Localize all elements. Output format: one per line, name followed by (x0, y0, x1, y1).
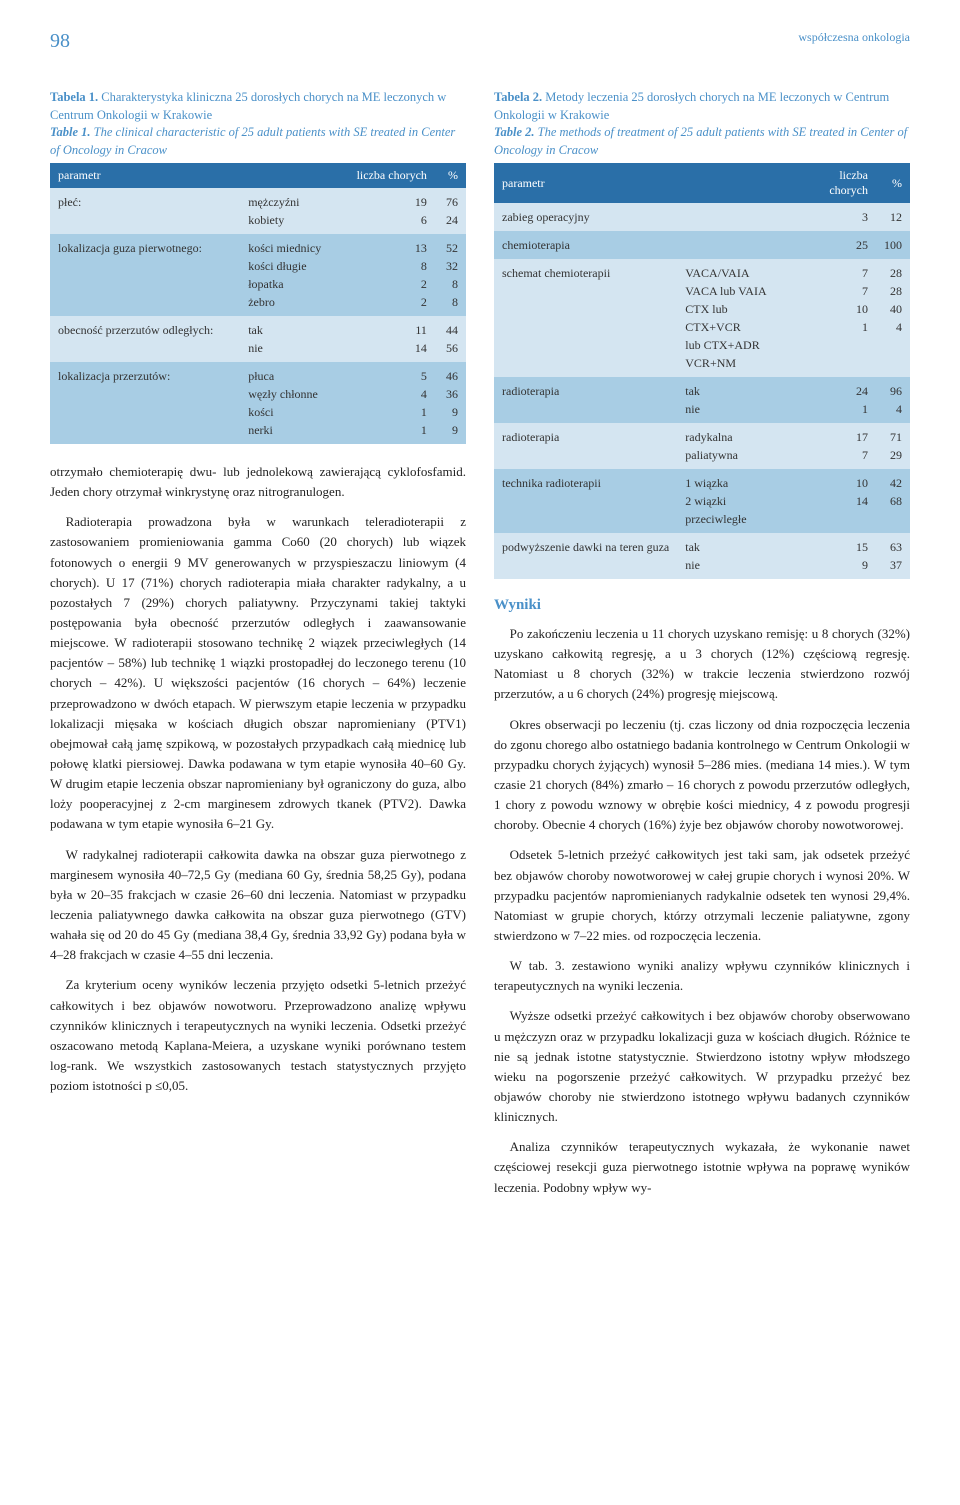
row-sub (677, 203, 793, 231)
table1: parametr liczba chorych % płeć:mężczyźni… (50, 163, 466, 444)
left-p4: Za kryterium oceny wyników leczenia przy… (50, 975, 466, 1096)
row-n: 1114 (339, 316, 435, 362)
row-pct: 4268 (876, 469, 910, 533)
row-n: 1014 (794, 469, 876, 533)
table2-body: zabieg operacyjny312chemioterapia25100sc… (494, 203, 910, 579)
table1-head-pct: % (435, 163, 466, 188)
row-sub: radykalnapaliatywna (677, 423, 793, 469)
table2-head-pct: % (876, 163, 910, 203)
table2-caption-pl: Metody leczenia 25 dorosłych chorych na … (494, 90, 889, 122)
right-p2: Okres obserwacji po leczeniu (tj. czas l… (494, 715, 910, 836)
table-row: radioterapiaradykalnapaliatywna1777129 (494, 423, 910, 469)
row-sub: taknie (240, 316, 339, 362)
table1-caption-pl-bold: Tabela 1. (50, 90, 98, 104)
right-body-text: Po zakończeniu leczenia u 11 chorych uzy… (494, 624, 910, 1198)
row-sub (677, 231, 793, 259)
row-label: obecność przerzutów odległych: (50, 316, 240, 362)
row-pct: 4456 (435, 316, 466, 362)
row-sub: kości miednicykości długiełopatkażebro (240, 234, 339, 316)
row-label: chemioterapia (494, 231, 677, 259)
row-pct: 463699 (435, 362, 466, 444)
right-p6: Analiza czynników terapeutycznych wykaza… (494, 1137, 910, 1197)
table1-caption-en: The clinical characteristic of 25 adult … (50, 125, 455, 157)
table1-head-param: parametr (50, 163, 240, 188)
table2-caption-en-bold: Table 2. (494, 125, 535, 139)
table-row: obecność przerzutów odległych:taknie1114… (50, 316, 466, 362)
row-label: technika radioterapii (494, 469, 677, 533)
row-label: płeć: (50, 188, 240, 234)
table2-head-param: parametr (494, 163, 677, 203)
row-pct: 7624 (435, 188, 466, 234)
table2-caption: Tabela 2. Metody leczenia 25 dorosłych c… (494, 89, 910, 159)
row-pct: 523288 (435, 234, 466, 316)
left-p1: otrzymało chemioterapię dwu- lub jednole… (50, 462, 466, 502)
table2-head-sub (677, 163, 793, 203)
row-sub: taknie (677, 533, 793, 579)
right-p1: Po zakończeniu leczenia u 11 chorych uzy… (494, 624, 910, 705)
table-row: podwyższenie dawki na teren guzataknie15… (494, 533, 910, 579)
row-sub: płucawęzły chłonnekościnerki (240, 362, 339, 444)
table1-caption-pl: Charakterystyka kliniczna 25 dorosłych c… (50, 90, 446, 122)
right-p4: W tab. 3. zestawiono wyniki analizy wpły… (494, 956, 910, 996)
row-sub: mężczyźnikobiety (240, 188, 339, 234)
table-row: lokalizacja guza pierwotnego:kości miedn… (50, 234, 466, 316)
table2-caption-en: The methods of treatment of 25 adult pat… (494, 125, 907, 157)
page-header: 98 współczesna onkologia (50, 30, 910, 53)
table1-head-sub (240, 163, 339, 188)
left-p3: W radykalnej radioterapii całkowita dawk… (50, 845, 466, 966)
row-pct: 7129 (876, 423, 910, 469)
row-label: podwyższenie dawki na teren guza (494, 533, 677, 579)
row-pct: 2828404 (876, 259, 910, 377)
table2: parametr liczba chorych % zabieg operacy… (494, 163, 910, 579)
table1-caption-en-bold: Table 1. (50, 125, 91, 139)
table1-caption: Tabela 1. Charakterystyka kliniczna 25 d… (50, 89, 466, 159)
row-label: schemat chemioterapii (494, 259, 677, 377)
row-label: radioterapia (494, 377, 677, 423)
table-row: lokalizacja przerzutów:płucawęzły chłonn… (50, 362, 466, 444)
row-n: 77101 (794, 259, 876, 377)
row-pct: 12 (876, 203, 910, 231)
row-n: 5411 (339, 362, 435, 444)
row-pct: 6337 (876, 533, 910, 579)
table1-body: płeć:mężczyźnikobiety1967624lokalizacja … (50, 188, 466, 444)
table-row: chemioterapia 25100 (494, 231, 910, 259)
section-results: Wyniki (494, 597, 910, 614)
row-n: 13822 (339, 234, 435, 316)
table1-head-count: liczba chorych (339, 163, 435, 188)
right-p3: Odsetek 5-letnich przeżyć całkowitych je… (494, 845, 910, 946)
table-row: zabieg operacyjny 312 (494, 203, 910, 231)
table-row: radioterapiataknie241964 (494, 377, 910, 423)
table2-caption-pl-bold: Tabela 2. (494, 90, 542, 104)
row-pct: 100 (876, 231, 910, 259)
row-label: lokalizacja przerzutów: (50, 362, 240, 444)
left-p2: Radioterapia prowadzona była w warunkach… (50, 512, 466, 834)
table2-head-count: liczba chorych (794, 163, 876, 203)
row-sub: taknie (677, 377, 793, 423)
row-n: 196 (339, 188, 435, 234)
left-body-text: otrzymało chemioterapię dwu- lub jednole… (50, 462, 466, 1096)
left-column: Tabela 1. Charakterystyka kliniczna 25 d… (50, 89, 466, 1208)
row-sub: VACA/VAIAVACA lub VAIACTX lub CTX+VCRlub… (677, 259, 793, 377)
row-pct: 964 (876, 377, 910, 423)
row-label: radioterapia (494, 423, 677, 469)
row-n: 159 (794, 533, 876, 579)
row-n: 3 (794, 203, 876, 231)
table-row: płeć:mężczyźnikobiety1967624 (50, 188, 466, 234)
row-label: zabieg operacyjny (494, 203, 677, 231)
row-sub: 1 wiązka2 wiązki przeciwległe (677, 469, 793, 533)
content-columns: Tabela 1. Charakterystyka kliniczna 25 d… (50, 89, 910, 1208)
row-n: 25 (794, 231, 876, 259)
row-n: 241 (794, 377, 876, 423)
right-column: Tabela 2. Metody leczenia 25 dorosłych c… (494, 89, 910, 1208)
page-number: 98 (50, 30, 70, 53)
row-n: 177 (794, 423, 876, 469)
row-label: lokalizacja guza pierwotnego: (50, 234, 240, 316)
table-row: schemat chemioterapiiVACA/VAIAVACA lub V… (494, 259, 910, 377)
journal-name: współczesna onkologia (798, 30, 910, 53)
right-p5: Wyższe odsetki przeżyć całkowitych i bez… (494, 1006, 910, 1127)
table-row: technika radioterapii1 wiązka2 wiązki pr… (494, 469, 910, 533)
